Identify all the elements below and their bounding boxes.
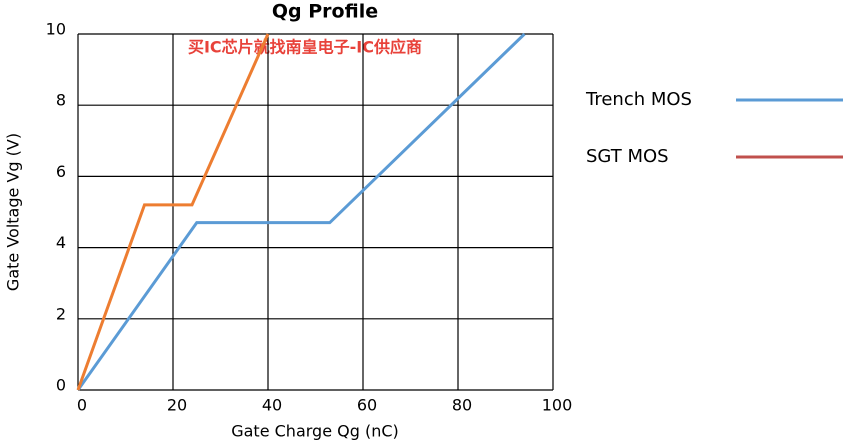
chart-title: Qg Profile	[272, 1, 378, 23]
y-tick-label: 2	[56, 304, 66, 323]
y-tick-label: 4	[56, 233, 66, 252]
y-tick-label: 0	[56, 376, 66, 395]
x-tick-label: 40	[262, 396, 282, 415]
y-tick-label: 10	[46, 20, 66, 39]
series-line	[76, 32, 526, 391]
legend-label: Trench MOS	[585, 89, 692, 110]
series-line	[76, 33, 270, 391]
x-axis-label: Gate Charge Qg (nC)	[231, 422, 399, 441]
x-tick-label: 80	[452, 396, 472, 415]
x-tick-label: 0	[77, 396, 87, 415]
x-tick-label: 20	[167, 396, 187, 415]
legend-label: SGT MOS	[586, 146, 669, 167]
y-tick-label: 6	[56, 162, 66, 181]
x-tick-label: 60	[357, 396, 377, 415]
y-tick-label: 8	[56, 91, 66, 110]
x-tick-label: 100	[542, 396, 573, 415]
watermark: 买IC芯片就找南皇电子-IC供应商	[188, 38, 422, 57]
y-axis-label: Gate Voltage Vg (V)	[4, 133, 23, 291]
